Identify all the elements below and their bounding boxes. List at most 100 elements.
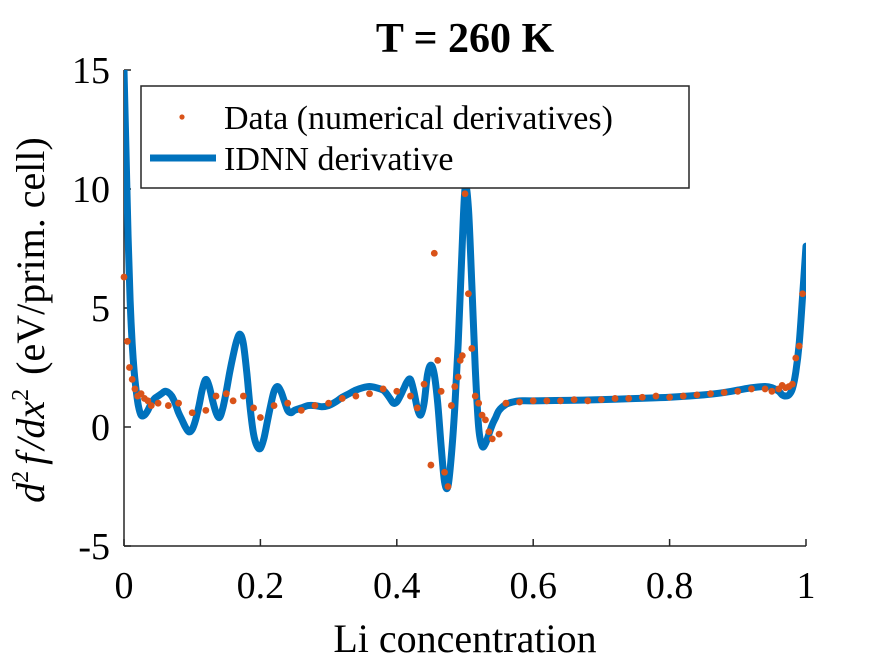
data-point	[570, 396, 578, 404]
idnn-derivative-line	[124, 70, 806, 493]
svg-text:d2f/dx2(eV/prim. cell): d2f/dx2(eV/prim. cell)	[8, 137, 53, 503]
data-point	[707, 390, 714, 398]
legend: Data (numerical derivatives) IDNN deriva…	[140, 85, 690, 189]
y-label-d-exp: 2	[8, 471, 34, 483]
data-point	[488, 435, 496, 443]
data-point	[379, 385, 387, 393]
data-point	[352, 392, 360, 400]
y-label-units: (eV/prim. cell)	[8, 137, 53, 375]
data-point	[461, 190, 469, 198]
data-point	[239, 392, 247, 400]
y-label-dx: /dx	[8, 401, 53, 452]
data-point	[311, 402, 319, 409]
y-label-f: f	[8, 449, 53, 465]
data-point	[720, 389, 728, 396]
y-tick-label: 15	[72, 50, 110, 92]
data-point	[338, 395, 346, 402]
data-point	[284, 399, 292, 407]
x-axis-label: Li concentration	[333, 616, 596, 661]
data-point	[202, 406, 210, 414]
data-point	[434, 356, 442, 364]
data-point	[447, 402, 455, 409]
data-point	[768, 387, 776, 395]
y-tick-label: 0	[91, 407, 110, 449]
data-point	[495, 430, 503, 438]
data-point	[257, 414, 264, 421]
data-point	[557, 397, 564, 405]
data-point	[164, 402, 172, 409]
data-point	[638, 393, 646, 401]
legend-line-label: IDNN derivative	[224, 141, 453, 178]
legend-data-label: Data (numerical derivatives)	[224, 100, 613, 137]
data-point	[212, 392, 220, 400]
data-point	[478, 411, 486, 419]
data-point	[441, 468, 448, 476]
data-point	[652, 392, 660, 400]
data-point	[788, 380, 796, 388]
data-point	[516, 398, 523, 406]
data-point	[795, 342, 803, 350]
data-point	[124, 337, 131, 345]
data-point	[427, 461, 435, 469]
x-tick-label: 0.4	[373, 565, 421, 607]
data-point	[761, 385, 769, 393]
legend-data-marker	[179, 114, 185, 120]
chart-title: T = 260 K	[376, 16, 555, 62]
x-tick-label: 1	[797, 565, 816, 607]
data-point	[437, 387, 445, 395]
data-point	[584, 397, 592, 405]
data-point	[128, 376, 136, 383]
x-tick-label: 0.8	[646, 565, 694, 607]
data-point	[748, 385, 755, 393]
data-point	[625, 395, 633, 402]
data-point	[471, 392, 479, 400]
y-tick-label: 5	[91, 288, 110, 330]
data-point	[693, 391, 701, 399]
data-point	[454, 373, 462, 381]
data-point	[451, 383, 459, 390]
data-point	[175, 399, 182, 407]
data-point	[325, 399, 332, 407]
data-point	[679, 392, 687, 400]
data-point	[799, 290, 806, 298]
y-axis-label: d2f/dx2(eV/prim. cell)	[8, 137, 53, 503]
data-point	[611, 395, 619, 402]
data-point	[407, 392, 414, 400]
data-point	[366, 390, 373, 398]
data-point	[666, 393, 673, 401]
data-point	[482, 416, 489, 424]
data-point	[543, 397, 551, 405]
data-point	[229, 397, 237, 405]
y-label-d: d	[8, 482, 53, 503]
data-point	[598, 396, 605, 404]
y-label-dx-exp: 2	[8, 389, 34, 401]
data-point	[502, 399, 510, 407]
legend-box	[140, 85, 690, 189]
data-point	[792, 354, 800, 362]
data-point	[529, 397, 537, 405]
data-point	[120, 273, 128, 281]
data-point	[131, 385, 139, 393]
data-point	[444, 483, 452, 490]
data-point	[413, 404, 421, 412]
y-tick-label: -5	[78, 526, 110, 568]
data-point	[250, 404, 257, 412]
data-point	[126, 364, 133, 371]
x-tick-label: 0.6	[509, 565, 557, 607]
data-point	[137, 390, 145, 398]
data-point	[465, 290, 472, 298]
data-point	[420, 380, 428, 388]
data-point	[188, 409, 196, 417]
data-point	[154, 399, 162, 407]
data-point	[475, 399, 483, 407]
data-point	[458, 352, 466, 359]
y-tick-label: 10	[72, 169, 110, 211]
data-point	[297, 406, 305, 414]
idnn-derivative-series	[124, 70, 806, 493]
data-point	[147, 402, 155, 409]
data-point	[734, 387, 742, 395]
data-point	[485, 428, 493, 436]
